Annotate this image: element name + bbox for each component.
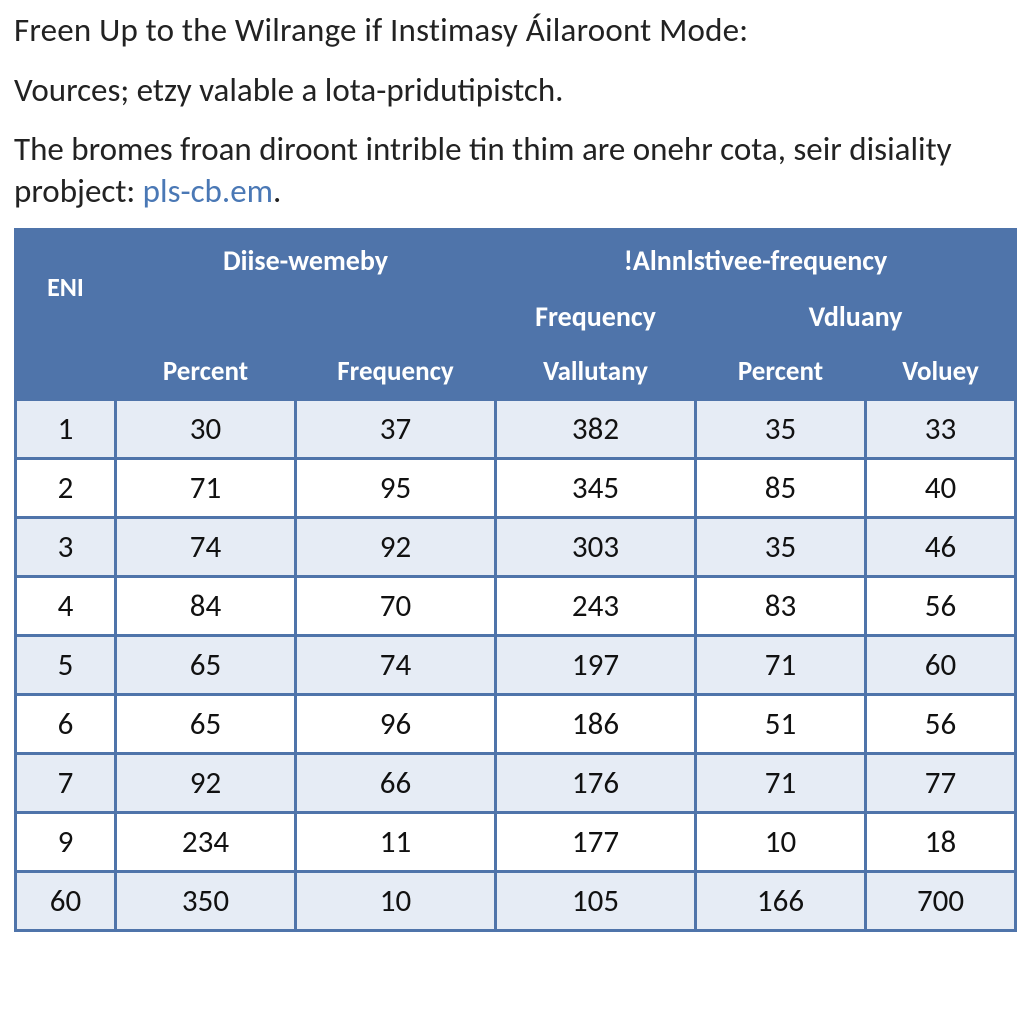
cell: 37 bbox=[296, 400, 496, 459]
cell: 11 bbox=[296, 813, 496, 872]
cell: 10 bbox=[296, 872, 496, 931]
cell: 74 bbox=[296, 636, 496, 695]
header-blank-left bbox=[116, 290, 496, 344]
table-row: 6 65 96 186 51 56 bbox=[16, 695, 1016, 754]
cell: 18 bbox=[866, 813, 1016, 872]
header-group-right: !Alnnlstivee-frequency bbox=[496, 230, 1016, 290]
table-row: 1 30 37 382 35 33 bbox=[16, 400, 1016, 459]
frequency-table: ENI Diise-wemeby !Alnnlstivee-frequency … bbox=[14, 228, 1017, 932]
cell: 92 bbox=[116, 754, 296, 813]
cell: 35 bbox=[696, 518, 866, 577]
cell: 51 bbox=[696, 695, 866, 754]
cell: 197 bbox=[496, 636, 696, 695]
cell: 2 bbox=[16, 459, 116, 518]
cell: 382 bbox=[496, 400, 696, 459]
cell: 71 bbox=[696, 754, 866, 813]
cell: 95 bbox=[296, 459, 496, 518]
cell: 71 bbox=[696, 636, 866, 695]
header-sub-voluey: Voluey bbox=[866, 344, 1016, 400]
page-heading: Freen Up to the Wilrange if Instimasy Ái… bbox=[14, 10, 1010, 50]
cell: 77 bbox=[866, 754, 1016, 813]
header-eni: ENI bbox=[16, 230, 116, 344]
cell: 84 bbox=[116, 577, 296, 636]
table-row: 2 71 95 345 85 40 bbox=[16, 459, 1016, 518]
project-link[interactable]: pls-cb.em bbox=[143, 171, 273, 211]
cell: 96 bbox=[296, 695, 496, 754]
cell: 60 bbox=[16, 872, 116, 931]
cell: 700 bbox=[866, 872, 1016, 931]
cell: 56 bbox=[866, 695, 1016, 754]
cell: 66 bbox=[296, 754, 496, 813]
cell: 56 bbox=[866, 577, 1016, 636]
cell: 30 bbox=[116, 400, 296, 459]
cell: 5 bbox=[16, 636, 116, 695]
cell: 83 bbox=[696, 577, 866, 636]
table-row: 7 92 66 176 71 77 bbox=[16, 754, 1016, 813]
table-row: 9 234 11 177 10 18 bbox=[16, 813, 1016, 872]
table-row: 60 350 10 105 166 700 bbox=[16, 872, 1016, 931]
table-row: 3 74 92 303 35 46 bbox=[16, 518, 1016, 577]
cell: 65 bbox=[116, 636, 296, 695]
cell: 176 bbox=[496, 754, 696, 813]
cell: 303 bbox=[496, 518, 696, 577]
cell: 9 bbox=[16, 813, 116, 872]
cell: 70 bbox=[296, 577, 496, 636]
paragraph-tail: . bbox=[273, 171, 281, 211]
cell: 65 bbox=[116, 695, 296, 754]
cell: 6 bbox=[16, 695, 116, 754]
cell: 71 bbox=[116, 459, 296, 518]
cell: 345 bbox=[496, 459, 696, 518]
header-sub-eni-blank bbox=[16, 344, 116, 400]
document-page: Freen Up to the Wilrange if Instimasy Ái… bbox=[0, 0, 1024, 932]
page-subline: Vources; etzy valable a lota-pridutipist… bbox=[14, 70, 1010, 110]
page-paragraph: The bromes froan diroont intrible tin th… bbox=[14, 128, 1010, 212]
cell: 234 bbox=[116, 813, 296, 872]
cell: 3 bbox=[16, 518, 116, 577]
header-group-left: Diise-wemeby bbox=[116, 230, 496, 290]
cell: 186 bbox=[496, 695, 696, 754]
cell: 74 bbox=[116, 518, 296, 577]
cell: 350 bbox=[116, 872, 296, 931]
cell: 40 bbox=[866, 459, 1016, 518]
header-sub-frequency: Frequency bbox=[296, 344, 496, 400]
table-header: ENI Diise-wemeby !Alnnlstivee-frequency … bbox=[16, 230, 1016, 400]
cell: 7 bbox=[16, 754, 116, 813]
cell: 60 bbox=[866, 636, 1016, 695]
table-body: 1 30 37 382 35 33 2 71 95 345 85 40 3 74… bbox=[16, 400, 1016, 931]
cell: 105 bbox=[496, 872, 696, 931]
cell: 33 bbox=[866, 400, 1016, 459]
cell: 166 bbox=[696, 872, 866, 931]
cell: 92 bbox=[296, 518, 496, 577]
header-sub-vallutany: Vallutany bbox=[496, 344, 696, 400]
cell: 177 bbox=[496, 813, 696, 872]
cell: 1 bbox=[16, 400, 116, 459]
cell: 85 bbox=[696, 459, 866, 518]
header-sub-percent-2: Percent bbox=[696, 344, 866, 400]
cell: 4 bbox=[16, 577, 116, 636]
cell: 46 bbox=[866, 518, 1016, 577]
table-row: 4 84 70 243 83 56 bbox=[16, 577, 1016, 636]
header-sub-percent-1: Percent bbox=[116, 344, 296, 400]
header-mid-vdluany: Vdluany bbox=[696, 290, 1016, 344]
header-mid-frequency: Frequency bbox=[496, 290, 696, 344]
cell: 10 bbox=[696, 813, 866, 872]
cell: 35 bbox=[696, 400, 866, 459]
cell: 243 bbox=[496, 577, 696, 636]
table-row: 5 65 74 197 71 60 bbox=[16, 636, 1016, 695]
